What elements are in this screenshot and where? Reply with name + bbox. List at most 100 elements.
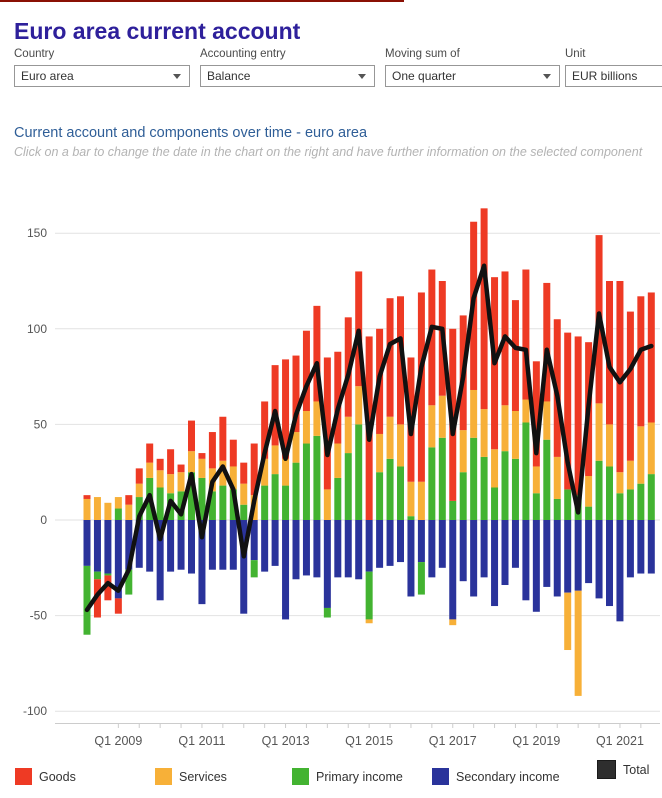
bar-segment-secondary-income[interactable]	[104, 520, 112, 574]
bar-segment-primary-income[interactable]	[543, 439, 551, 520]
bar-segment-services[interactable]	[167, 474, 175, 494]
bar-segment-secondary-income[interactable]	[282, 520, 290, 620]
bar-segment-services[interactable]	[355, 386, 363, 425]
bar-segment-secondary-income[interactable]	[219, 520, 227, 570]
bar-segment-secondary-income[interactable]	[438, 520, 446, 568]
bar-segment-goods[interactable]	[386, 298, 394, 417]
bar-segment-services[interactable]	[637, 426, 645, 484]
bar-segment-primary-income[interactable]	[501, 451, 509, 520]
bar-segment-secondary-income[interactable]	[250, 520, 258, 561]
bar-segment-primary-income[interactable]	[156, 487, 164, 520]
bar-segment-services[interactable]	[480, 409, 488, 457]
bar-segment-goods[interactable]	[250, 443, 258, 496]
bar-segment-services[interactable]	[522, 399, 530, 423]
bar-segment-primary-income[interactable]	[208, 491, 216, 520]
bar-segment-services[interactable]	[386, 416, 394, 459]
bar-segment-goods[interactable]	[146, 443, 154, 463]
bar-segment-goods[interactable]	[334, 351, 342, 444]
bar-segment-secondary-income[interactable]	[417, 520, 425, 563]
bar-segment-secondary-income[interactable]	[532, 520, 540, 612]
bar-segment-primary-income[interactable]	[104, 573, 112, 576]
bar-segment-services[interactable]	[334, 443, 342, 478]
bar-segment-secondary-income[interactable]	[637, 520, 645, 574]
bar-segment-primary-income[interactable]	[438, 437, 446, 520]
bar-segment-primary-income[interactable]	[397, 466, 404, 520]
bar-segment-primary-income[interactable]	[261, 485, 269, 520]
bar-segment-primary-income[interactable]	[480, 456, 488, 520]
bar-segment-primary-income[interactable]	[229, 489, 237, 520]
bar-segment-goods[interactable]	[417, 292, 425, 482]
bar-segment-primary-income[interactable]	[282, 485, 290, 520]
bar-segment-secondary-income[interactable]	[83, 520, 91, 566]
bar-segment-secondary-income[interactable]	[376, 520, 384, 568]
bar-segment-primary-income[interactable]	[511, 458, 519, 520]
bar-segment-services[interactable]	[188, 451, 195, 473]
bar-segment-goods[interactable]	[261, 401, 269, 459]
bar-segment-services[interactable]	[564, 592, 572, 651]
bar-segment-secondary-income[interactable]	[125, 520, 133, 570]
bar-segment-secondary-income[interactable]	[355, 520, 363, 580]
bar-segment-services[interactable]	[219, 460, 227, 486]
bar-segment-primary-income[interactable]	[93, 571, 101, 580]
bar-segment-primary-income[interactable]	[386, 458, 394, 520]
bar-segment-services[interactable]	[491, 449, 499, 488]
bar-segment-services[interactable]	[376, 433, 384, 473]
bar-segment-secondary-income[interactable]	[229, 520, 237, 570]
bar-segment-services[interactable]	[574, 590, 582, 696]
bar-segment-services[interactable]	[282, 458, 290, 486]
bar-segment-primary-income[interactable]	[616, 493, 624, 520]
country-dropdown[interactable]: Euro area	[14, 65, 190, 87]
legend-item-total[interactable]: Total	[597, 760, 649, 779]
bar-segment-goods[interactable]	[135, 468, 143, 484]
bar-segment-goods[interactable]	[313, 305, 321, 402]
unit-dropdown[interactable]: EUR billions	[565, 65, 662, 87]
legend-item-primary-income[interactable]: Primary income	[292, 768, 403, 785]
bar-segment-primary-income[interactable]	[250, 560, 258, 578]
bar-segment-goods[interactable]	[83, 495, 91, 499]
bar-segment-primary-income[interactable]	[564, 489, 572, 520]
bar-segment-services[interactable]	[647, 422, 655, 475]
bar-segment-services[interactable]	[344, 416, 352, 454]
bar-segment-secondary-income[interactable]	[428, 520, 436, 578]
stacked-bar-chart-svg[interactable]: 150 100 50 0 -50 -100 Q1 2009 Q1 2011 Q1 2013 Q1 …	[0, 195, 662, 765]
bar-segment-goods[interactable]	[104, 575, 112, 601]
moving-sum-dropdown[interactable]: One quarter	[385, 65, 560, 87]
bar-segment-secondary-income[interactable]	[135, 520, 143, 568]
bar-segment-secondary-income[interactable]	[459, 520, 467, 582]
bar-segment-goods[interactable]	[125, 495, 133, 505]
legend-item-secondary-income[interactable]: Secondary income	[432, 768, 560, 785]
bar-segment-services[interactable]	[365, 619, 373, 624]
bar-segment-goods[interactable]	[292, 355, 300, 433]
bar-segment-goods[interactable]	[532, 361, 540, 467]
bar-segment-primary-income[interactable]	[428, 447, 436, 520]
bar-segment-secondary-income[interactable]	[188, 520, 195, 574]
bar-segment-services[interactable]	[543, 401, 551, 440]
bar-segment-primary-income[interactable]	[637, 483, 645, 520]
bar-segment-primary-income[interactable]	[376, 472, 384, 520]
bar-segment-services[interactable]	[104, 502, 112, 520]
bar-segment-secondary-income[interactable]	[261, 520, 269, 572]
bar-segment-services[interactable]	[417, 481, 425, 520]
bar-segment-secondary-income[interactable]	[574, 520, 582, 591]
bar-segment-secondary-income[interactable]	[480, 520, 488, 578]
bar-segment-goods[interactable]	[397, 296, 404, 425]
bar-segment-services[interactable]	[177, 472, 185, 492]
bar-segment-secondary-income[interactable]	[208, 520, 216, 570]
current-account-chart[interactable]: 150 100 50 0 -50 -100 Q1 2009 Q1 2011 Q1 2013 Q1 …	[0, 195, 662, 765]
bar-segment-primary-income[interactable]	[417, 562, 425, 595]
bar-segment-secondary-income[interactable]	[93, 520, 101, 572]
bar-segment-secondary-income[interactable]	[491, 520, 499, 607]
bar-segment-secondary-income[interactable]	[240, 520, 248, 614]
bar-segment-secondary-income[interactable]	[543, 520, 551, 587]
bar-segment-services[interactable]	[532, 466, 540, 494]
bar-segment-goods[interactable]	[428, 269, 436, 406]
bar-segment-secondary-income[interactable]	[313, 520, 321, 578]
bar-segment-goods[interactable]	[271, 365, 279, 446]
bar-segment-secondary-income[interactable]	[616, 520, 624, 622]
bar-segment-services[interactable]	[240, 483, 248, 505]
bar-segment-secondary-income[interactable]	[292, 520, 300, 580]
bar-segment-primary-income[interactable]	[365, 571, 373, 620]
bar-segment-services[interactable]	[585, 476, 593, 507]
bar-segment-goods[interactable]	[616, 281, 624, 473]
bar-segment-secondary-income[interactable]	[522, 520, 530, 601]
